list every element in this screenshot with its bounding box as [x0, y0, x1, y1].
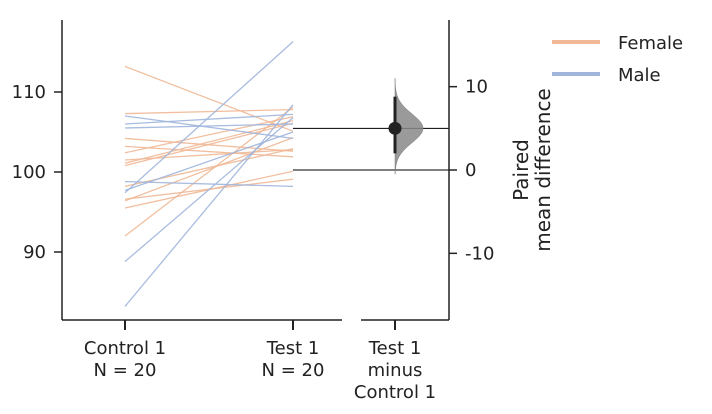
paired-line-male	[124, 41, 294, 194]
left-axis-ticks: 90 100 110	[12, 82, 62, 263]
mean-difference-point	[388, 121, 402, 135]
paired-line-male	[124, 113, 294, 125]
left-tick-label: 110	[12, 82, 46, 103]
legend-label-female: Female	[618, 33, 683, 54]
group-label: N = 20	[94, 360, 157, 381]
paired-line-female	[124, 65, 294, 132]
paired-line-female	[124, 116, 294, 154]
bootstrap-distribution	[394, 78, 424, 175]
left-tick-label: 100	[12, 162, 46, 183]
group-label: Control 1	[84, 338, 166, 359]
difference-label-line: Test 1	[368, 338, 422, 359]
paired-line-female	[124, 106, 294, 237]
axis-title-line: mean difference	[531, 88, 555, 251]
right-tick-label: 10	[465, 77, 488, 98]
paired-line-male	[124, 104, 294, 307]
paired-lines	[124, 41, 294, 307]
right-tick-label: -10	[465, 243, 494, 264]
paired-line-male	[124, 180, 294, 188]
paired-line-male	[124, 115, 294, 140]
right-axis-ticks: -10 0 10	[449, 77, 494, 264]
legend-label-male: Male	[618, 65, 661, 86]
paired-line-male	[124, 123, 294, 129]
difference-label-line: Control 1	[354, 382, 436, 403]
axis-title-line: Paired	[509, 139, 533, 201]
difference-axis-title: Pairedmean difference	[509, 88, 555, 251]
paired-line-female	[124, 108, 294, 115]
group-label: Test 1	[266, 338, 320, 359]
difference-panel	[293, 78, 449, 175]
difference-label-line: minus	[368, 360, 423, 381]
paired-line-female	[124, 122, 294, 167]
left-tick-label: 90	[23, 242, 46, 263]
right-tick-label: 0	[465, 160, 476, 181]
paired-line-female	[124, 136, 294, 202]
group-label: N = 20	[262, 360, 325, 381]
paired-line-male	[124, 117, 294, 263]
legend: Female Male	[552, 33, 683, 86]
